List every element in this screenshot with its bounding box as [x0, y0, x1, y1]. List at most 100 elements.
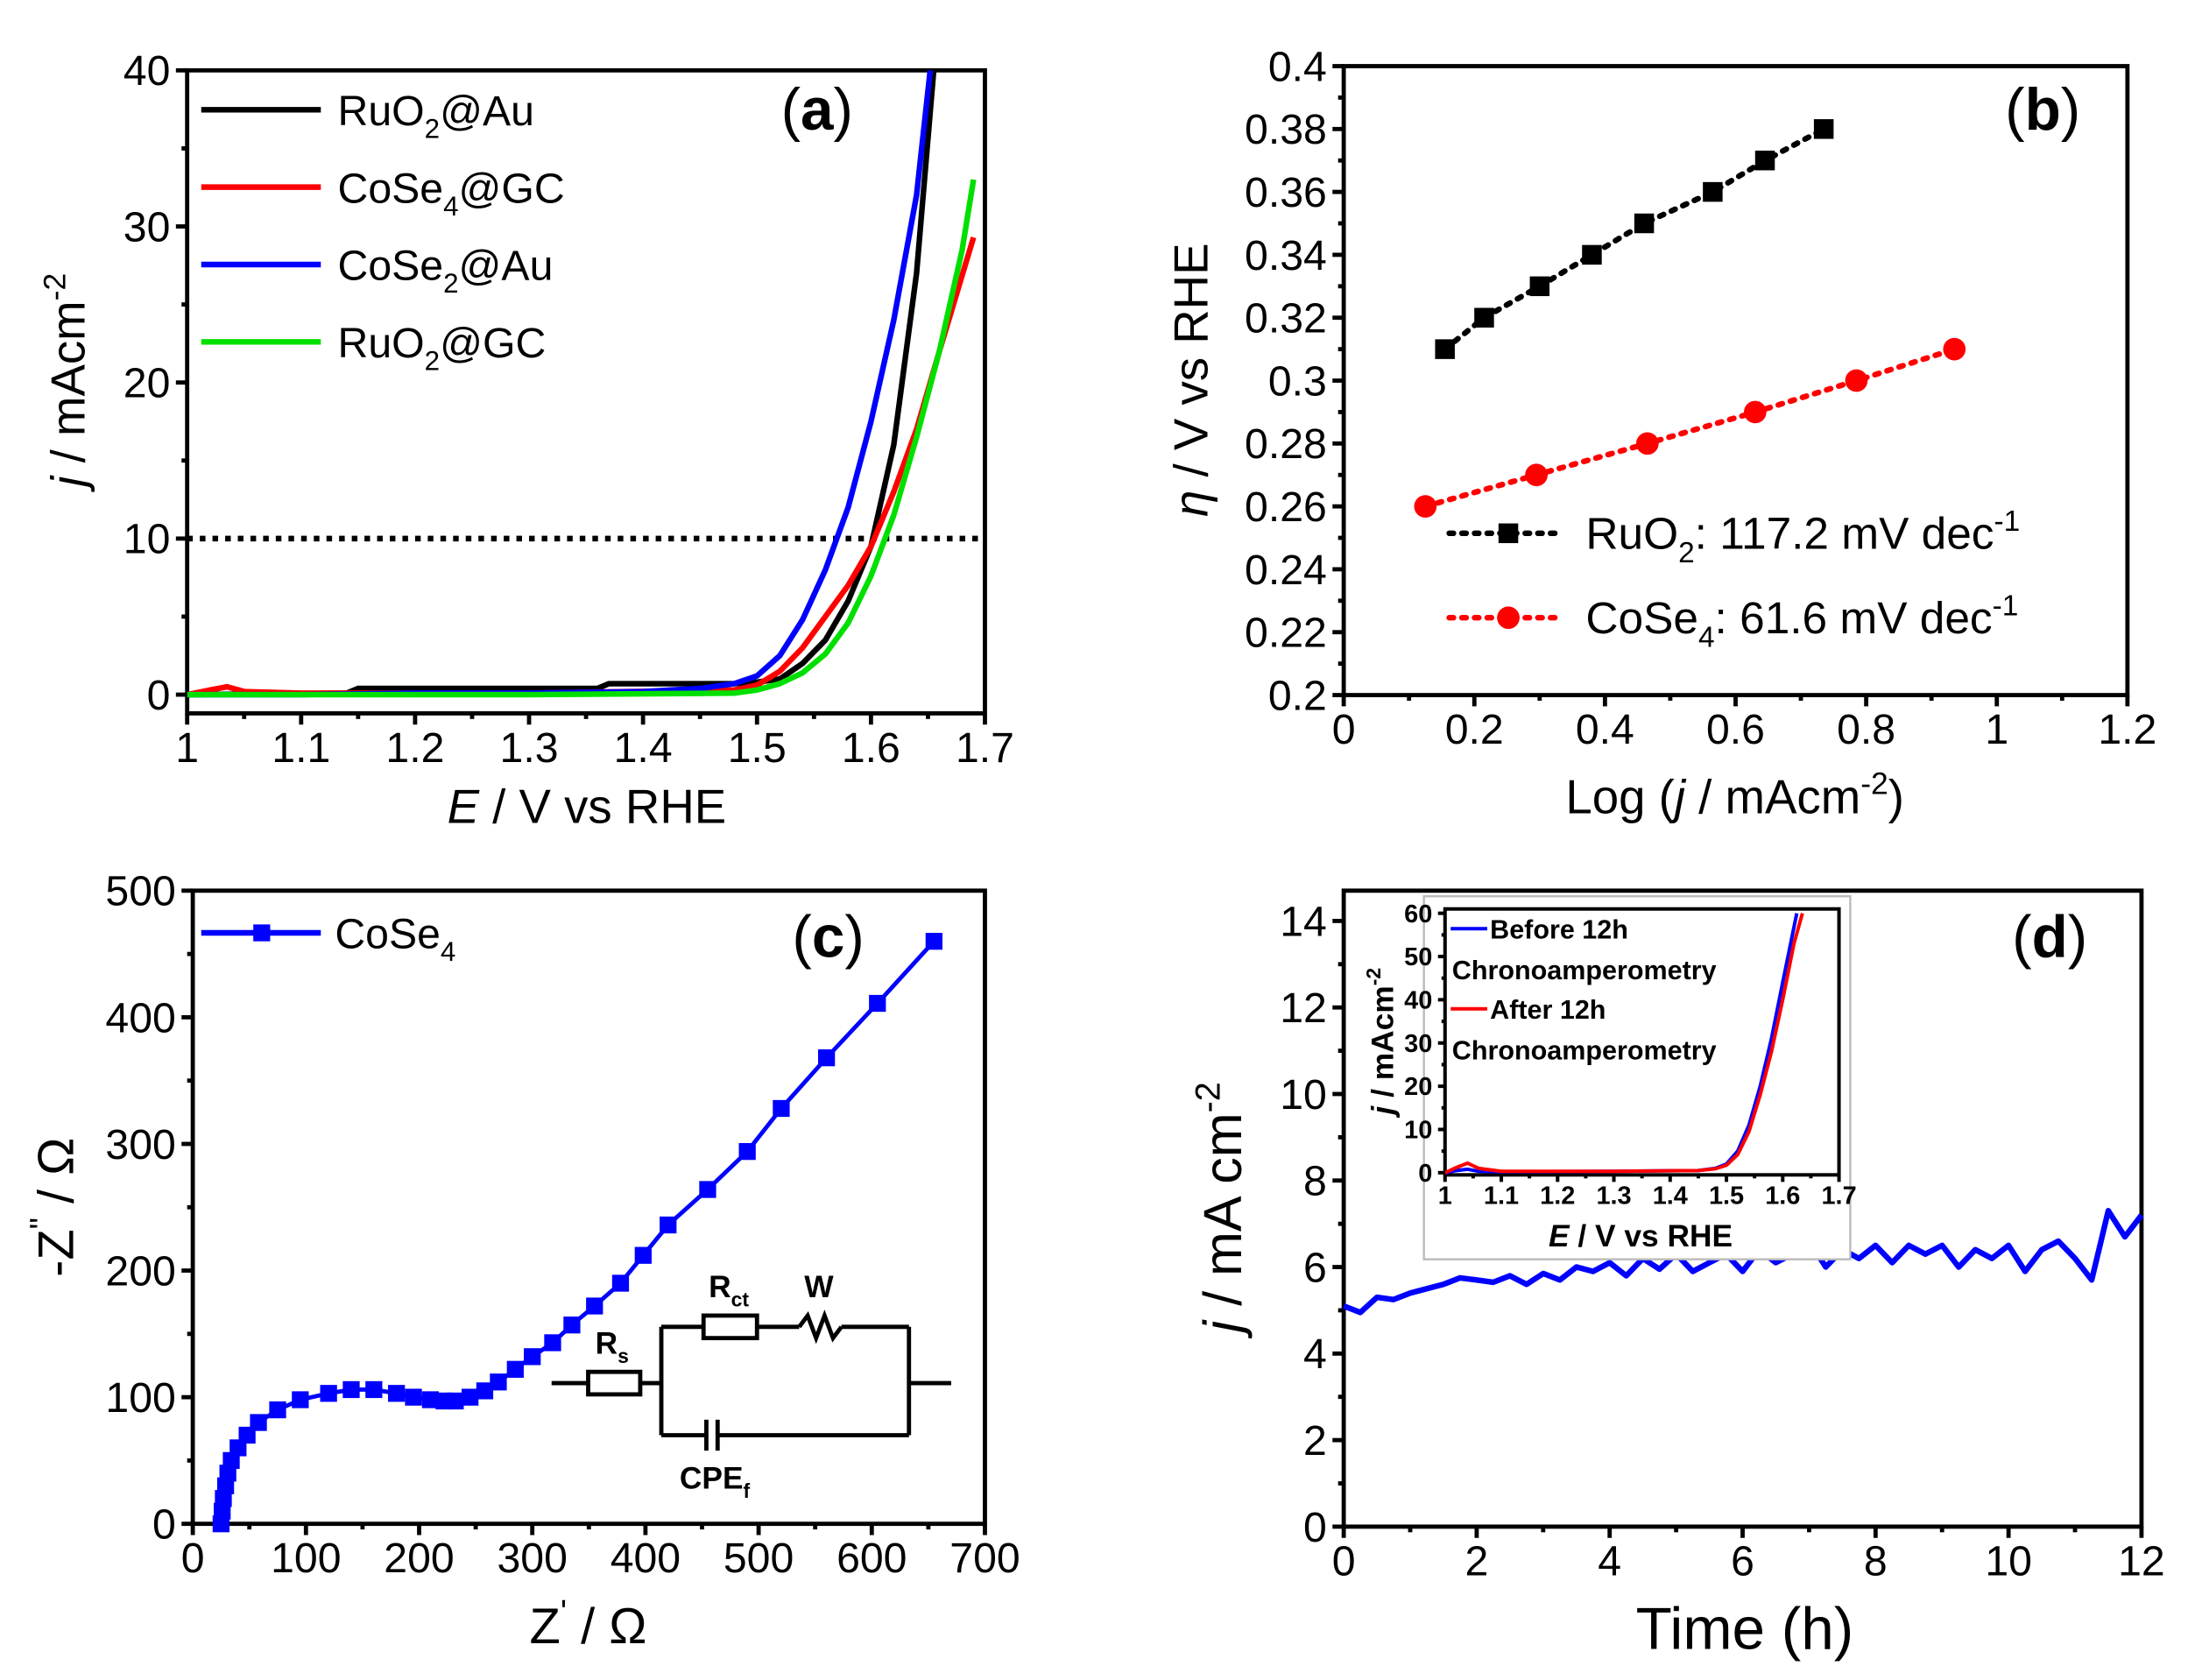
data-point — [1525, 463, 1548, 487]
x-axis-label: Time (h) — [1636, 1597, 1854, 1662]
data-point — [925, 933, 942, 950]
inset-x-axis-label: E / V vs RHE — [1549, 1219, 1733, 1253]
data-point — [738, 1143, 756, 1161]
panel-label: (d) — [2012, 904, 2087, 970]
series-line-RuO2@GC — [187, 179, 977, 698]
x-tick-label: 1.4 — [1653, 1182, 1688, 1211]
y-tick-label: 40 — [1404, 987, 1432, 1015]
y-tick-label: 2 — [1303, 1417, 1327, 1465]
legend-label: CoSe2@Au — [338, 243, 554, 299]
text-part: -2 — [1860, 766, 1888, 801]
y-tick-label: 0.3 — [1268, 357, 1327, 405]
text-part: -1 — [1993, 589, 2019, 622]
text-part: -2 — [1362, 968, 1385, 985]
data-point — [462, 1388, 479, 1406]
text-part: f — [744, 1479, 751, 1502]
x-tick-label: 1.3 — [1596, 1182, 1631, 1211]
y-tick-label: 0.28 — [1245, 420, 1327, 468]
x-tick-label: 0.4 — [1576, 706, 1634, 753]
data-point — [506, 1360, 524, 1378]
text-part: c — [812, 904, 845, 970]
y-axis-label: η / V vs RHE — [1164, 243, 1217, 517]
data-point — [611, 1274, 630, 1292]
y-axis-label: j / mA cm-2 — [1189, 1082, 1252, 1338]
text-part: j — [41, 475, 95, 493]
data-point — [405, 1388, 422, 1406]
text-part: / mAcm — [1685, 770, 1860, 823]
text-part: 2 — [425, 345, 440, 376]
text-part: η — [1164, 491, 1217, 517]
legend-label: After 12h — [1490, 995, 1606, 1025]
panel-label: (a) — [781, 77, 853, 143]
circuit-label-rct: Rct — [709, 1270, 749, 1311]
data-point — [1813, 119, 1834, 139]
text-part: d — [2032, 904, 2068, 970]
data-point — [544, 1334, 561, 1352]
x-tick-label: 1 — [1985, 706, 2008, 753]
x-tick-label: 100 — [271, 1535, 341, 1582]
x-tick-label: 1.6 — [842, 724, 900, 772]
x-axis-label: Log (j / mAcm-2) — [1565, 766, 1904, 824]
text-part: @GC — [440, 320, 546, 367]
text-part: E — [1549, 1219, 1570, 1253]
x-tick-label: 0 — [1332, 1537, 1356, 1585]
text-part: -2 — [38, 273, 73, 301]
text-part: " — [23, 1218, 60, 1229]
data-point — [586, 1297, 603, 1315]
text-part: ) — [2061, 77, 2080, 143]
x-tick-label: 1.5 — [1709, 1182, 1744, 1211]
y-tick-label: 20 — [1404, 1073, 1432, 1101]
data-point — [1634, 213, 1655, 234]
y-tick-label: 0 — [1418, 1160, 1432, 1188]
y-tick-label: 0.24 — [1245, 547, 1327, 594]
data-point — [292, 1391, 309, 1408]
circuit-label-cpe: CPEf — [680, 1462, 751, 1503]
text-part: : 61.6 mV dec — [1715, 592, 1993, 643]
data-point — [1474, 307, 1494, 328]
series-line-chronoamperometry — [1342, 1208, 2144, 1316]
y-tick-label: 400 — [105, 994, 175, 1041]
data-point — [476, 1382, 494, 1400]
text-part: 2 — [443, 268, 458, 299]
series-line-CoSe4@GC — [187, 236, 977, 698]
y-tick-label: 0.4 — [1268, 43, 1327, 90]
text-part: ) — [844, 904, 864, 970]
y-tick-label: 0.34 — [1245, 232, 1327, 279]
series-line-CoSe2@Au — [187, 70, 934, 698]
text-part: / mAcm — [1366, 985, 1400, 1105]
circuit-label-w: W — [804, 1270, 834, 1304]
text-part: j — [1193, 1319, 1253, 1338]
x-tick-label: 700 — [949, 1535, 1020, 1582]
text-part: ( — [2012, 904, 2032, 970]
y-tick-label: 4 — [1303, 1331, 1327, 1378]
x-tick-label: 300 — [497, 1535, 567, 1582]
text-part: : 117.2 mV dec — [1695, 507, 1994, 558]
text-part: ' — [561, 1593, 567, 1630]
y-tick-label: 10 — [124, 516, 171, 563]
equivalent-circuit — [551, 1309, 951, 1451]
x-tick-label: 12 — [2118, 1537, 2165, 1585]
data-point — [490, 1373, 507, 1391]
circuit-label-rs: Rs — [596, 1326, 629, 1367]
text-part: a — [801, 77, 834, 143]
x-tick-label: 1.7 — [956, 724, 1014, 772]
data-point — [1582, 244, 1602, 265]
y-tick-label: 0 — [147, 672, 171, 719]
y-tick-label: 10 — [1404, 1117, 1432, 1145]
text-part: / Ω — [29, 1138, 85, 1218]
data-point — [1529, 276, 1550, 297]
x-tick-label: 500 — [723, 1535, 794, 1582]
y-tick-label: 100 — [105, 1374, 175, 1422]
panel-c: 0 100 200 300 400 500 600 700 0 100 200 300 400 500 Co… — [23, 868, 1020, 1655]
y-tick-label: 0 — [1303, 1504, 1327, 1551]
text-part: RuO — [1585, 507, 1678, 558]
text-part: CoSe — [338, 165, 444, 212]
x-tick-label: 4 — [1598, 1537, 1621, 1585]
text-part: ( — [2005, 77, 2025, 143]
text-part: / mA cm — [1193, 1112, 1253, 1320]
text-part: -1 — [1994, 505, 2021, 538]
text-part: / mAcm — [41, 300, 95, 476]
x-tick-label: 10 — [1985, 1537, 2032, 1585]
x-axis-label: Z' / Ω — [530, 1593, 647, 1655]
